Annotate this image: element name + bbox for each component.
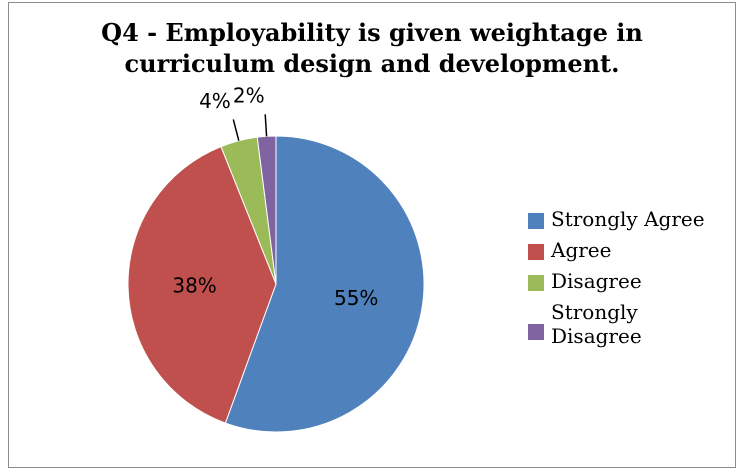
- legend-swatch-strongly-disagree: [528, 324, 544, 340]
- pie-slices: [127, 135, 425, 433]
- data-labels: 55% 38% 4% 2%: [172, 83, 378, 310]
- data-label-agree: 38%: [172, 273, 216, 297]
- chart-title: Q4 - Employability is given weightage in…: [9, 17, 735, 79]
- legend-swatch-strongly-agree: [528, 213, 544, 229]
- legend-label-strongly-agree: Strongly Agree: [551, 207, 705, 231]
- leader-line-strongly-disagree: [264, 114, 268, 137]
- legend-label-disagree: Disagree: [551, 269, 642, 293]
- data-label-strongly-disagree: 2%: [233, 83, 265, 107]
- legend-swatch-agree: [528, 244, 544, 260]
- data-label-strongly-agree: 55%: [334, 286, 378, 310]
- leader-line-disagree: [232, 119, 240, 141]
- leader-lines: [232, 114, 268, 141]
- legend-swatch-disagree: [528, 275, 544, 291]
- legend-label-strongly-disagree: Strongly Disagree: [551, 300, 642, 348]
- legend-item-strongly-agree: Strongly Agree: [528, 207, 738, 231]
- legend-item-disagree: Disagree: [528, 269, 738, 293]
- legend-item-agree: Agree: [528, 238, 738, 262]
- legend-label-agree: Agree: [551, 238, 612, 262]
- chart-title-line-1: Q4 - Employability is given weightage in: [101, 18, 643, 47]
- pie-slice-strongly-agree: [224, 135, 425, 433]
- legend: Strongly Agree Agree Disagree Strongly D…: [528, 207, 738, 355]
- legend-item-strongly-disagree: Strongly Disagree: [528, 300, 681, 348]
- chart-title-line-2: curriculum design and development.: [124, 49, 620, 78]
- pie-slice-agree: [127, 145, 277, 424]
- data-label-disagree: 4%: [199, 89, 231, 113]
